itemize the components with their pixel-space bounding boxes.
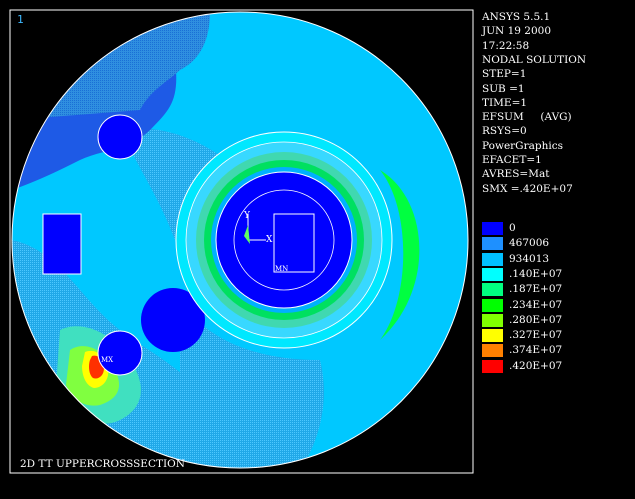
window-number: 1	[17, 13, 24, 26]
header-line: 17:22:58	[482, 39, 530, 52]
legend-label: 934013	[509, 252, 550, 265]
header-line: EFSUM (AVG)	[482, 111, 572, 124]
header-line: TIME=1	[482, 96, 528, 109]
axis-y-label: Y	[243, 211, 251, 221]
header-line: RSYS=0	[482, 125, 527, 138]
legend-label: 467006	[509, 237, 550, 250]
legend-swatch	[482, 252, 503, 266]
header-line: SUB =1	[482, 82, 525, 95]
outer-boundary	[11, 11, 469, 469]
min-marker: MN	[275, 265, 288, 273]
header-line: SMX =.420E+07	[482, 182, 573, 195]
legend-swatch	[482, 283, 503, 297]
header-line: ANSYS 5.5.1	[482, 11, 551, 23]
axis-x-label: X	[266, 235, 273, 245]
header-line: STEP=1	[482, 68, 527, 81]
legend-label: .420E+07	[509, 359, 563, 372]
header-line: NODAL SOLUTION	[482, 53, 587, 66]
plot-title: 2D TT UPPERCROSSSECTION	[20, 458, 185, 470]
hole-bottom	[97, 330, 143, 376]
legend-swatch	[482, 267, 503, 281]
legend-label: .234E+07	[509, 298, 563, 311]
legend-label: .327E+07	[509, 329, 563, 342]
header-line: PowerGraphics	[482, 139, 563, 152]
contour-band-dither-bottom	[180, 300, 324, 468]
header-line: EFACET=1	[482, 154, 542, 166]
max-marker: MX	[101, 356, 113, 364]
legend-swatch	[482, 313, 503, 327]
legend-swatch	[482, 222, 503, 235]
legend-label: 0	[509, 222, 516, 234]
legend-swatch	[482, 237, 503, 251]
rect-insert-left	[42, 213, 82, 275]
axis-marker	[244, 225, 250, 244]
header-line: AVRES=Mat	[482, 168, 550, 181]
hole-top	[97, 114, 143, 160]
legend-label: .374E+07	[509, 344, 563, 357]
header-line: JUN 19 2000	[482, 25, 552, 38]
legend-swatch	[482, 298, 503, 312]
legend-swatch	[482, 344, 503, 358]
contour-band-right-crescent	[380, 170, 420, 340]
inner-circle	[233, 189, 335, 291]
blue-region-lower	[141, 288, 205, 352]
window-frame	[9, 9, 474, 474]
legend-label: .140E+07	[509, 267, 563, 280]
legend-label: .280E+07	[509, 313, 563, 326]
legend-swatch	[482, 329, 503, 343]
legend-swatch	[482, 359, 503, 373]
core-rect	[273, 213, 315, 273]
legend-label: .187E+07	[509, 283, 563, 296]
